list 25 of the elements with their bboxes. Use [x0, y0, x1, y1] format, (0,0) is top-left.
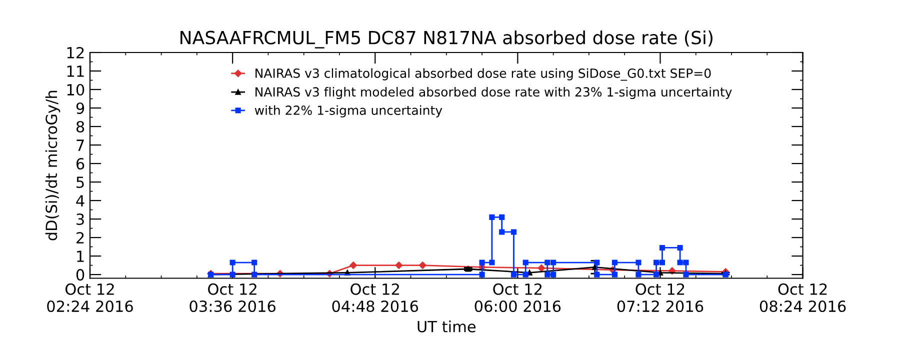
- legend-label: NAIRAS v3 climatological absorbed dose rate using SiDose_G0.txt SEP=0: [256, 68, 711, 81]
- y-tick-label: 5: [76, 176, 84, 188]
- y-tick-label: 7: [76, 140, 84, 151]
- x-tick-label: Oct 12 03:36 2016: [190, 283, 276, 312]
- y-tick-label: 11: [67, 66, 84, 77]
- chart-title: NASAAFRCMUL_FM5 DC87 N817NA absorbed dose rate (Si): [180, 30, 712, 48]
- y-tick-label: 0: [76, 269, 84, 281]
- x-tick-label: Oct 12 08:24 2016: [760, 283, 846, 312]
- x-axis-title: UT time: [418, 320, 476, 332]
- legend-label: NAIRAS v3 flight modeled absorbed dose rate with 23% 1-sigma uncertainty: [256, 86, 732, 100]
- x-tick-label: Oct 12 06:00 2016: [474, 283, 561, 312]
- y-tick-label: 10: [67, 84, 84, 96]
- x-tick-label: Oct 12 04:48 2016: [332, 283, 418, 312]
- y-tick-label: 1: [77, 250, 84, 262]
- x-tick-label: Oct 12 07:12 2016: [617, 283, 704, 312]
- y-tick-label: 8: [76, 120, 84, 133]
- y-tick-label: 9: [76, 102, 84, 114]
- y-tick-label: 12: [67, 46, 84, 58]
- y-axis-title: dD(Si)/dt microGy/h: [45, 90, 60, 240]
- x-tick-label: Oct 12 02:24 2016: [47, 283, 133, 312]
- y-tick-label: 6: [76, 158, 84, 170]
- y-tick-label: 2: [76, 232, 84, 244]
- legend-label: with 22% 1-sigma uncertainty: [254, 105, 442, 118]
- y-tick-label: 4: [76, 195, 84, 206]
- y-tick-label: 3: [76, 214, 84, 226]
